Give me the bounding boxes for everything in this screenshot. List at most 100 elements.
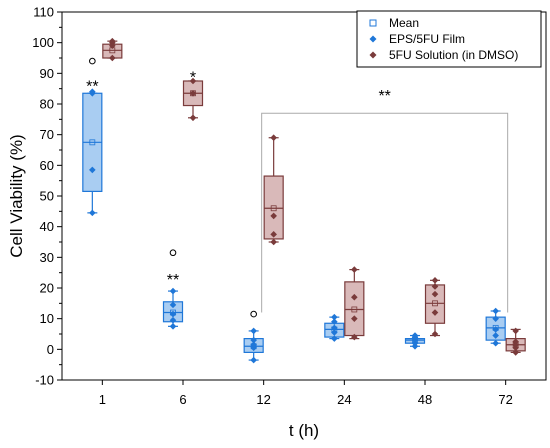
legend-frame [356, 10, 542, 68]
data-point [250, 356, 257, 364]
legend-5fu-solution-diamond-icon [369, 51, 377, 59]
box-72h-series-1 [505, 327, 526, 356]
data-point [169, 316, 177, 324]
box-mean-marker [351, 306, 358, 313]
x-tick-label: 24 [337, 392, 351, 407]
data-point [512, 327, 519, 335]
data-point [270, 134, 277, 142]
legend: Mean EPS/5FU Film 5FU Solution (in DMSO) [356, 10, 542, 68]
data-point [492, 307, 499, 315]
x-tick-label: 12 [256, 392, 270, 407]
box-1h-series-0 [82, 57, 103, 217]
data-point [351, 293, 358, 301]
data-point [492, 315, 499, 322]
significance-bracket [261, 112, 509, 313]
y-tick-label: 10 [40, 311, 54, 326]
data-point [189, 77, 197, 85]
box-mean-marker [270, 205, 277, 212]
data-point [189, 114, 197, 122]
data-point [89, 209, 96, 217]
data-point [169, 287, 177, 295]
data-point [331, 318, 338, 326]
box-48h-series-0 [404, 332, 426, 350]
data-point [512, 338, 519, 345]
y-tick-label: 20 [40, 281, 54, 296]
box-iqr [263, 175, 284, 240]
y-tick-label: 70 [40, 127, 54, 142]
box-12h-series-1 [263, 134, 284, 246]
data-point [169, 301, 177, 309]
box-6h-series-0 [162, 249, 184, 330]
significance-marker: ** [378, 88, 390, 105]
y-tick-label: 100 [32, 35, 54, 50]
box-iqr [344, 281, 365, 337]
data-point [431, 290, 439, 298]
data-point [250, 336, 257, 344]
box-1h-series-1 [102, 37, 123, 62]
data-point [250, 341, 257, 349]
data-point [431, 277, 439, 284]
data-point [109, 54, 116, 62]
data-point [492, 339, 499, 347]
y-tick-label: 80 [40, 97, 54, 112]
legend-mean-square-icon [369, 19, 377, 27]
data-point [331, 329, 338, 336]
x-axis: 1 6 12 24 48 72 [99, 380, 513, 407]
data-point [189, 89, 197, 97]
data-point [169, 323, 177, 330]
box-48h-series-1 [424, 277, 446, 338]
y-axis: -10 0 10 20 30 40 50 60 70 80 90 100 110 [32, 5, 62, 388]
legend-eps-film-diamond-icon [369, 35, 377, 43]
box-12h-series-0 [243, 310, 264, 364]
legend-mean-label: Mean [389, 16, 419, 30]
data-point [169, 310, 177, 318]
y-tick-label: 110 [33, 5, 54, 20]
box-24h-series-1 [344, 266, 365, 341]
data-point [270, 212, 277, 220]
data-point [351, 333, 358, 341]
box-6h-series-1 [182, 77, 204, 122]
y-tick-label: 30 [40, 250, 54, 265]
box-mean-marker [89, 139, 96, 146]
data-point [492, 326, 499, 333]
x-tick-label: 6 [179, 392, 186, 407]
x-tick-label: 1 [99, 392, 106, 407]
data-point [109, 37, 116, 45]
data-point [492, 332, 499, 339]
x-tick-label: 48 [418, 392, 432, 407]
legend-5fu-solution-label: 5FU Solution (in DMSO) [389, 48, 518, 62]
y-tick-label: 90 [40, 66, 54, 81]
data-point [351, 315, 358, 322]
significance-marker: ** [167, 272, 179, 289]
x-tick-label: 72 [498, 392, 512, 407]
data-point [431, 283, 439, 290]
data-point [512, 349, 519, 356]
box-iqr [424, 284, 446, 324]
y-tick-label: 60 [40, 158, 54, 173]
data-point [89, 166, 96, 174]
x-axis-title: t (h) [289, 421, 319, 440]
data-point [431, 330, 439, 338]
data-point [431, 309, 439, 316]
box-mean-marker [432, 300, 438, 307]
y-tick-label: 0 [47, 342, 54, 357]
y-tick-label: 40 [40, 219, 54, 234]
y-tick-label: -10 [35, 373, 54, 388]
data-point [411, 332, 419, 339]
data-point [250, 327, 257, 335]
significance-marker: ** [86, 79, 98, 96]
outlier-point [169, 249, 177, 257]
y-tick-label: 50 [40, 189, 54, 204]
outlier-point [89, 57, 96, 65]
data-point [331, 335, 338, 342]
box-72h-series-0 [485, 307, 506, 347]
significance-marker: * [190, 69, 196, 86]
legend-eps-film-label: EPS/5FU Film [389, 32, 465, 46]
data-point [270, 231, 277, 238]
bracket-line [261, 112, 509, 313]
data-point [351, 266, 358, 273]
y-axis-title: Cell Viability (%) [7, 134, 26, 257]
outlier-point [250, 310, 257, 318]
data-point [270, 238, 277, 246]
